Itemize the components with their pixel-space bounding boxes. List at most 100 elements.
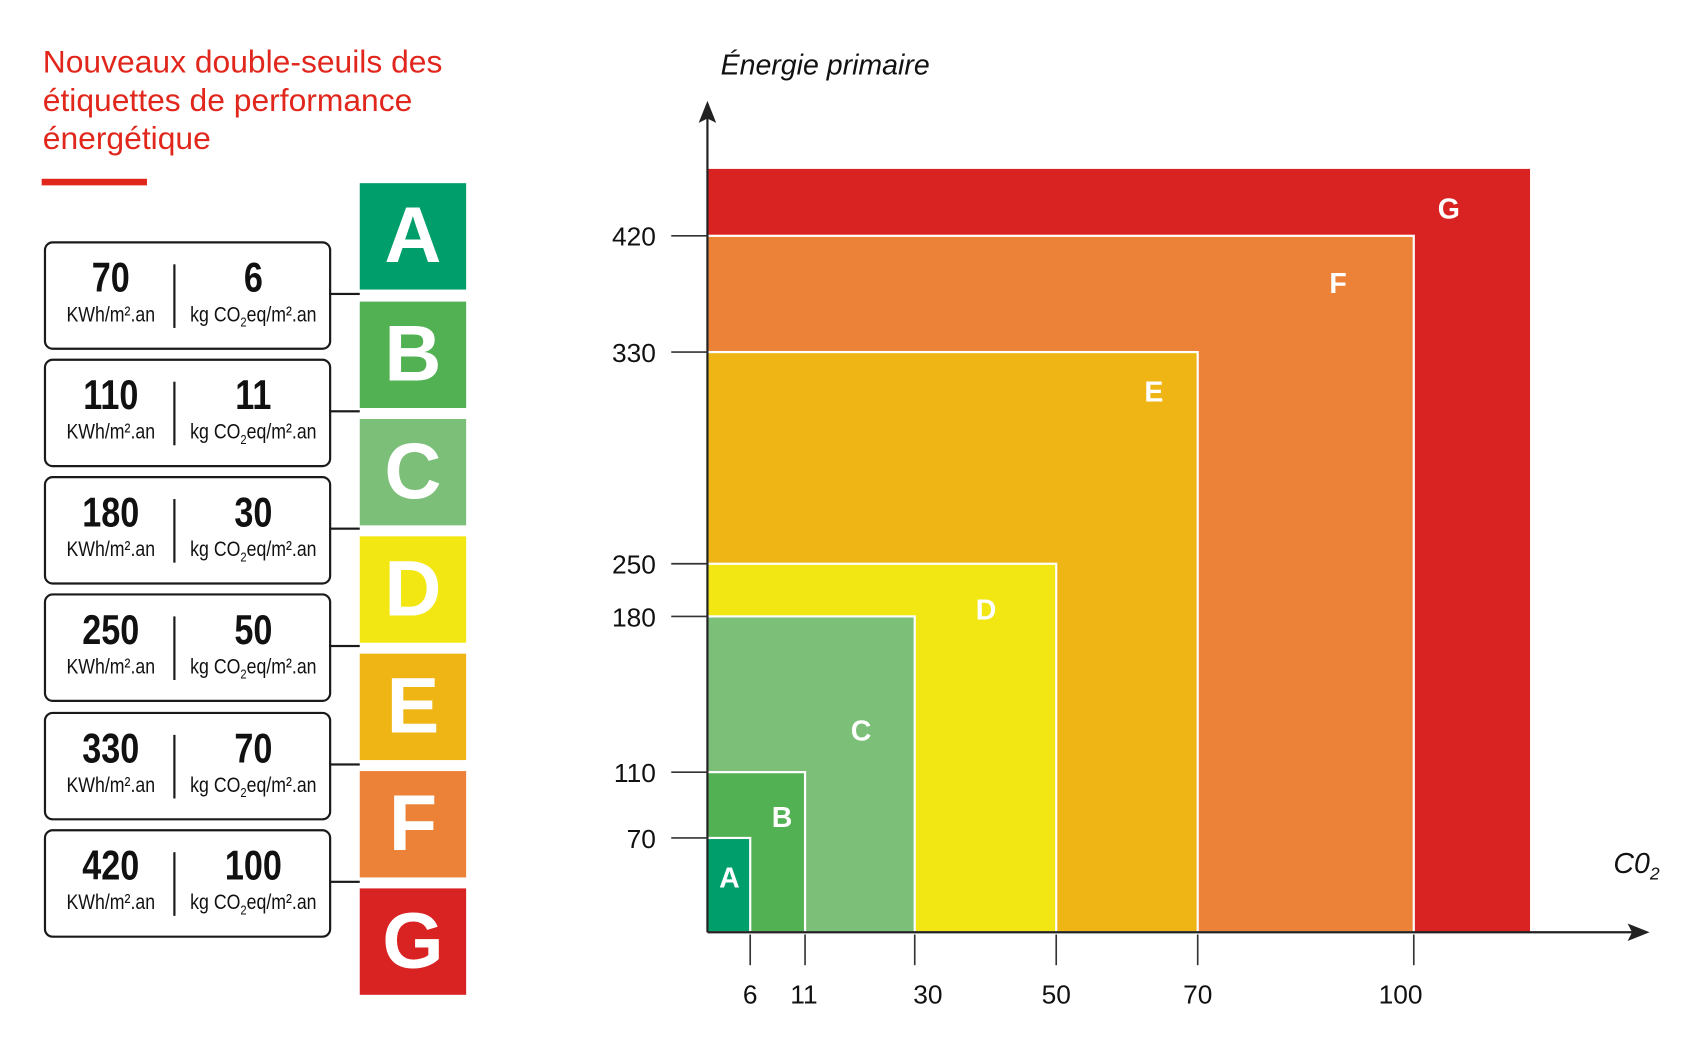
x-axis-arrow xyxy=(1627,923,1650,942)
energy-unit: KWh/m².an xyxy=(66,421,156,445)
energy-cell: 420 KWh/m².an xyxy=(46,842,175,917)
zone-label-a: A xyxy=(719,862,740,894)
connector-line xyxy=(329,763,360,766)
connector-line xyxy=(329,644,360,648)
class-letter-c: C xyxy=(359,418,467,526)
separator xyxy=(173,381,176,446)
co2-unit: kg CO2eq/m².an xyxy=(187,773,319,806)
x-tick-label: 50 xyxy=(1042,980,1071,1010)
y-tick-label: 330 xyxy=(612,338,656,368)
x-axis-label: C02 xyxy=(1613,848,1659,884)
separator xyxy=(173,852,176,916)
co2-unit-prefix: kg CO xyxy=(190,891,241,915)
co2-unit-prefix: kg CO xyxy=(190,655,241,679)
co2-unit-prefix: kg CO xyxy=(190,303,241,327)
separator xyxy=(173,734,176,799)
co2-value: 70 xyxy=(234,726,273,773)
co2-value: 6 xyxy=(243,255,263,302)
separator xyxy=(173,264,176,328)
zone-label-b: B xyxy=(772,802,793,834)
energy-value: 180 xyxy=(82,490,140,537)
threshold-row: 420 KWh/m².an 100 kg CO2eq/m².an xyxy=(43,829,332,938)
co2-cell: 70 kg CO2eq/m².an xyxy=(175,725,331,806)
threshold-row: 250 KWh/m².an 50 kg CO2eq/m².an xyxy=(43,593,332,702)
energy-value: 250 xyxy=(82,607,140,654)
co2-unit-sub: 2 xyxy=(240,666,247,682)
threshold-row: 180 KWh/m².an 30 kg CO2eq/m².an xyxy=(43,476,332,585)
co2-unit-sub: 2 xyxy=(240,902,247,918)
co2-unit: kg CO2eq/m².an xyxy=(187,891,319,924)
x-tick-label: 30 xyxy=(913,980,942,1010)
energy-unit: KWh/m².an xyxy=(66,303,156,327)
energy-unit: KWh/m².an xyxy=(66,774,156,798)
page-title: Nouveaux double-seuils des étiquettes de… xyxy=(42,44,443,157)
co2-unit-prefix: kg CO xyxy=(190,774,241,798)
connector-line xyxy=(329,527,360,530)
separator xyxy=(173,616,176,681)
connector-line xyxy=(329,410,360,413)
co2-unit-prefix: kg CO xyxy=(190,421,241,445)
connector-line xyxy=(329,292,360,296)
co2-unit-sub: 2 xyxy=(240,549,247,565)
co2-cell: 100 kg CO2eq/m².an xyxy=(175,842,331,923)
energy-unit: KWh/m².an xyxy=(66,655,156,679)
class-letter-d: D xyxy=(359,536,467,643)
threshold-row: 110 KWh/m².an 11 kg CO2eq/m².an xyxy=(43,358,332,468)
co2-value: 11 xyxy=(235,372,272,419)
x-tick-label: 100 xyxy=(1379,980,1423,1010)
energy-cell: 110 KWh/m².an xyxy=(46,372,175,447)
energy-value: 110 xyxy=(83,372,139,419)
co2-unit-suffix: eq/m².an xyxy=(246,421,317,445)
class-letter-b: B xyxy=(359,301,467,409)
co2-cell: 11 kg CO2eq/m².an xyxy=(175,372,331,453)
zone-a xyxy=(706,836,752,934)
co2-unit-suffix: eq/m².an xyxy=(246,891,317,915)
energy-unit: KWh/m².an xyxy=(66,538,156,562)
x-tick-label: 11 xyxy=(790,980,817,1010)
separator xyxy=(173,499,176,563)
x-axis-label-main: C0 xyxy=(1613,848,1650,880)
title-underline xyxy=(41,178,147,186)
y-tick-label: 180 xyxy=(612,602,656,632)
energy-cell: 70 KWh/m².an xyxy=(46,254,175,329)
x-tick-label: 6 xyxy=(743,980,758,1010)
energy-value: 70 xyxy=(91,255,130,302)
co2-value: 100 xyxy=(224,843,282,890)
energy-cell: 180 KWh/m².an xyxy=(46,489,175,564)
connector-line xyxy=(329,880,360,883)
zone-label-g: G xyxy=(1438,193,1460,225)
co2-cell: 30 kg CO2eq/m².an xyxy=(175,489,331,570)
class-letter-g: G xyxy=(359,888,467,995)
co2-unit-suffix: eq/m².an xyxy=(246,655,317,679)
energy-unit: KWh/m².an xyxy=(66,891,156,915)
co2-unit: kg CO2eq/m².an xyxy=(187,655,319,688)
co2-cell: 50 kg CO2eq/m².an xyxy=(175,607,331,688)
co2-unit-sub: 2 xyxy=(240,785,247,801)
class-letter-a: A xyxy=(359,183,467,290)
zone-label-d: D xyxy=(976,595,997,627)
co2-unit-sub: 2 xyxy=(240,431,247,448)
x-tick-label: 70 xyxy=(1183,980,1212,1010)
energy-value: 330 xyxy=(82,726,140,773)
co2-unit-suffix: eq/m².an xyxy=(246,774,317,798)
co2-cell: 6 kg CO2eq/m².an xyxy=(175,254,331,335)
co2-unit-suffix: eq/m².an xyxy=(246,303,317,327)
threshold-row: 70 KWh/m².an 6 kg CO2eq/m².an xyxy=(43,241,332,350)
co2-value: 50 xyxy=(234,607,273,654)
zone-label-f: F xyxy=(1329,268,1346,300)
threshold-row: 330 KWh/m².an 70 kg CO2eq/m².an xyxy=(43,711,332,821)
x-axis-label-sub: 2 xyxy=(1649,864,1660,884)
co2-unit-prefix: kg CO xyxy=(190,538,241,562)
zone-label-c: C xyxy=(851,715,872,747)
co2-unit-suffix: eq/m².an xyxy=(246,538,317,562)
class-letter-f: F xyxy=(359,771,467,878)
y-axis-label: Énergie primaire xyxy=(721,50,930,82)
co2-value: 30 xyxy=(234,490,273,537)
co2-unit: kg CO2eq/m².an xyxy=(187,303,319,336)
y-tick-label: 420 xyxy=(612,222,656,252)
co2-unit: kg CO2eq/m².an xyxy=(187,537,319,570)
y-tick-label: 250 xyxy=(612,550,656,580)
class-letter-e: E xyxy=(359,653,467,761)
